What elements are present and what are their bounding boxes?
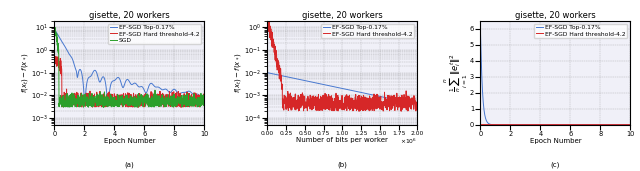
EF-SGD Hard threshold-4.2 xyxy=(330,101,337,103)
EF-SGD Top-0.17% xyxy=(200,96,208,98)
EF-SGD Hard threshold-4.2 xyxy=(200,98,208,100)
EF-SGD Hard threshold-4.2 xyxy=(116,99,124,101)
EF-SGD Hard threshold-4.2 xyxy=(477,123,484,126)
EF-SGD Hard threshold-4.2 xyxy=(600,124,607,126)
Line: EF-SGD Top-0.17%: EF-SGD Top-0.17% xyxy=(268,73,417,104)
SGD xyxy=(168,104,175,106)
EF-SGD Hard threshold-4.2 xyxy=(356,110,364,112)
Title: gisette, 20 workers: gisette, 20 workers xyxy=(302,11,383,20)
X-axis label: Epoch Number: Epoch Number xyxy=(104,139,156,144)
EF-SGD Top-0.17% xyxy=(104,104,112,106)
EF-SGD Hard threshold-4.2 xyxy=(492,124,500,126)
EF-SGD Top-0.17% xyxy=(116,80,124,82)
EF-SGD Hard threshold-4.2 xyxy=(596,124,604,126)
Line: SGD: SGD xyxy=(54,27,204,107)
EF-SGD Top-0.17% xyxy=(168,90,175,92)
SGD xyxy=(51,26,58,28)
EF-SGD Top-0.17% xyxy=(111,79,119,81)
EF-SGD Hard threshold-4.2 xyxy=(51,56,58,58)
SGD xyxy=(99,106,107,108)
EF-SGD Hard threshold-4.2 xyxy=(170,104,178,106)
EF-SGD Hard threshold-4.2 xyxy=(154,100,161,102)
EF-SGD Top-0.17% xyxy=(51,29,58,31)
EF-SGD Top-0.17% xyxy=(154,86,161,88)
EF-SGD Top-0.17% xyxy=(477,31,484,33)
SGD xyxy=(200,99,208,101)
Line: EF-SGD Hard threshold-4.2: EF-SGD Hard threshold-4.2 xyxy=(268,21,417,111)
EF-SGD Top-0.17% xyxy=(330,86,337,88)
EF-SGD Hard threshold-4.2 xyxy=(611,123,618,126)
Text: (b): (b) xyxy=(337,162,348,168)
EF-SGD Top-0.17% xyxy=(413,103,420,105)
EF-SGD Top-0.17% xyxy=(543,124,550,126)
Line: EF-SGD Top-0.17%: EF-SGD Top-0.17% xyxy=(54,30,204,105)
EF-SGD Hard threshold-4.2 xyxy=(580,124,588,126)
EF-SGD Hard threshold-4.2 xyxy=(413,106,421,108)
EF-SGD Hard threshold-4.2 xyxy=(264,24,271,26)
EF-SGD Top-0.17% xyxy=(170,88,178,90)
Line: EF-SGD Top-0.17%: EF-SGD Top-0.17% xyxy=(481,32,630,125)
EF-SGD Top-0.17% xyxy=(324,84,332,87)
Text: (a): (a) xyxy=(125,162,134,168)
EF-SGD Top-0.17% xyxy=(367,93,374,95)
EF-SGD Hard threshold-4.2 xyxy=(111,104,119,106)
Line: EF-SGD Hard threshold-4.2: EF-SGD Hard threshold-4.2 xyxy=(54,57,204,107)
SGD xyxy=(116,102,124,104)
EF-SGD Hard threshold-4.2 xyxy=(627,124,634,126)
SGD xyxy=(154,104,161,106)
EF-SGD Hard threshold-4.2 xyxy=(593,124,601,126)
EF-SGD Top-0.17% xyxy=(593,124,601,126)
EF-SGD Hard threshold-4.2 xyxy=(543,124,550,126)
SGD xyxy=(66,106,74,108)
EF-SGD Top-0.17% xyxy=(537,124,545,126)
EF-SGD Hard threshold-4.2 xyxy=(134,106,142,108)
SGD xyxy=(170,95,178,97)
X-axis label: Epoch Number: Epoch Number xyxy=(529,139,581,144)
EF-SGD Hard threshold-4.2 xyxy=(66,101,74,103)
EF-SGD Top-0.17% xyxy=(279,75,287,77)
Legend: EF-SGD Top-0.17%, EF-SGD Hard threshold-4.2: EF-SGD Top-0.17%, EF-SGD Hard threshold-… xyxy=(534,23,627,38)
Y-axis label: $\frac{1}{n}\sum_{i=1}^n \|e_i^t\|^2$: $\frac{1}{n}\sum_{i=1}^n \|e_i^t\|^2$ xyxy=(442,53,470,92)
EF-SGD Hard threshold-4.2 xyxy=(383,98,391,100)
Title: gisette, 20 workers: gisette, 20 workers xyxy=(89,11,170,20)
SGD xyxy=(111,105,119,107)
EF-SGD Hard threshold-4.2 xyxy=(279,98,287,100)
EF-SGD Hard threshold-4.2 xyxy=(367,106,374,108)
Legend: EF-SGD Top-0.17%, EF-SGD Hard threshold-4.2, SGD: EF-SGD Top-0.17%, EF-SGD Hard threshold-… xyxy=(108,23,202,44)
EF-SGD Top-0.17% xyxy=(580,124,588,126)
EF-SGD Top-0.17% xyxy=(627,124,634,126)
EF-SGD Hard threshold-4.2 xyxy=(537,124,545,126)
EF-SGD Hard threshold-4.2 xyxy=(381,100,388,102)
Legend: EF-SGD Top-0.17%, EF-SGD Hard threshold-4.2: EF-SGD Top-0.17%, EF-SGD Hard threshold-… xyxy=(321,23,415,38)
Title: gisette, 20 workers: gisette, 20 workers xyxy=(515,11,596,20)
EF-SGD Top-0.17% xyxy=(492,124,500,126)
Text: (c): (c) xyxy=(550,162,560,168)
EF-SGD Top-0.17% xyxy=(381,96,388,98)
EF-SGD Top-0.17% xyxy=(383,97,391,99)
EF-SGD Top-0.17% xyxy=(413,103,421,105)
EF-SGD Hard threshold-4.2 xyxy=(324,100,332,102)
Y-axis label: $f(x_t) - f(x_*)$: $f(x_t) - f(x_*)$ xyxy=(20,52,30,93)
Text: $\times 10^6$: $\times 10^6$ xyxy=(401,136,417,146)
EF-SGD Top-0.17% xyxy=(264,72,271,74)
EF-SGD Top-0.17% xyxy=(596,124,604,126)
EF-SGD Hard threshold-4.2 xyxy=(264,19,271,22)
X-axis label: Number of bits per worker: Number of bits per worker xyxy=(296,137,388,143)
Y-axis label: $f(x_t) - f(x_*)$: $f(x_t) - f(x_*)$ xyxy=(233,52,243,93)
EF-SGD Hard threshold-4.2 xyxy=(168,99,175,101)
EF-SGD Top-0.17% xyxy=(66,54,74,56)
